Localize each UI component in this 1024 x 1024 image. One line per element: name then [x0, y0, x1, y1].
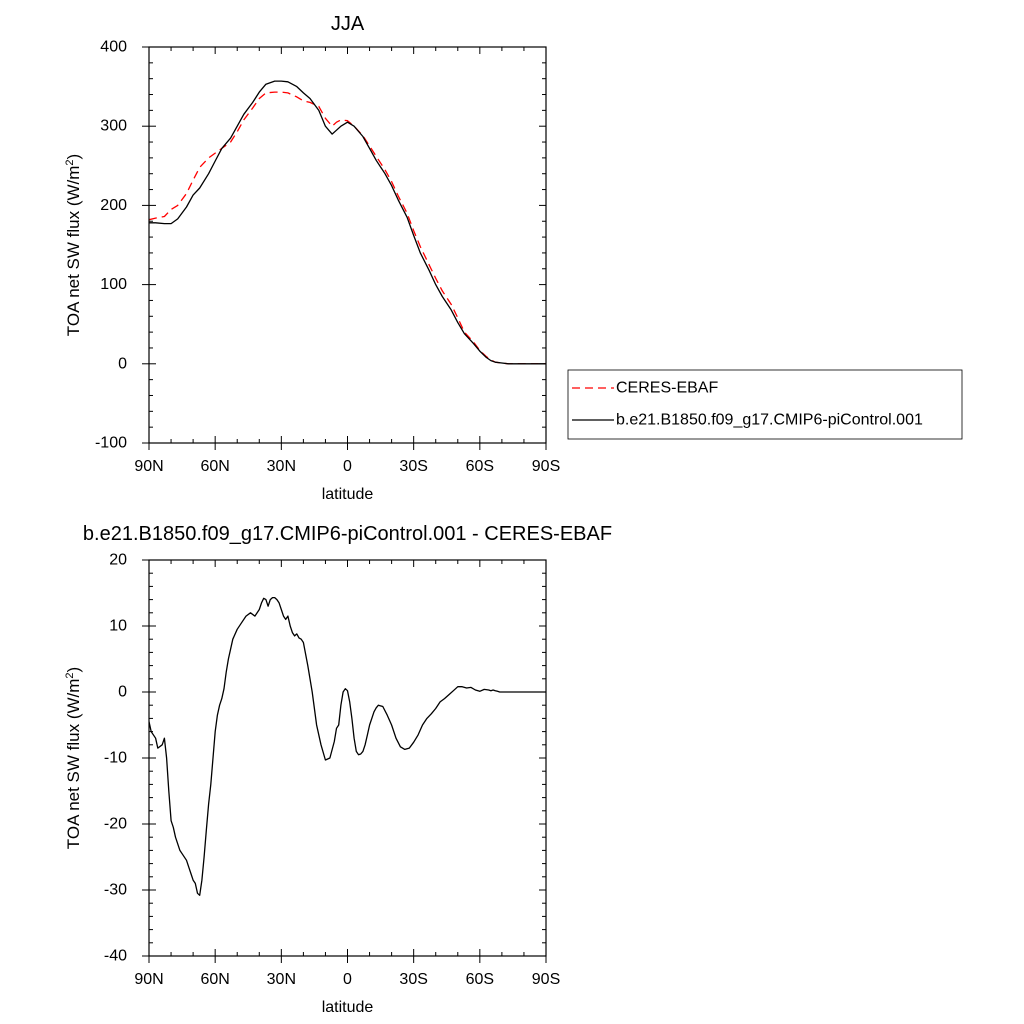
y-tick-label: -10: [104, 750, 127, 767]
y-axis-label: TOA net SW flux (W/m2): [64, 667, 83, 849]
y-tick-label: -30: [104, 882, 127, 899]
x-tick-label: 60S: [466, 971, 494, 988]
y-tick-label: 20: [109, 552, 127, 569]
legend-label-2: b.e21.B1850.f09_g17.CMIP6-piControl.001: [616, 412, 923, 429]
x-tick-label: 0: [343, 971, 352, 988]
chart-title: b.e21.B1850.f09_g17.CMIP6-piControl.001 …: [83, 523, 612, 545]
x-axis-label: latitude: [322, 486, 374, 503]
series-line-1: [149, 596, 546, 896]
y-tick-label: 200: [100, 197, 127, 214]
y-tick-label: -20: [104, 816, 127, 833]
x-tick-label: 60S: [466, 458, 494, 475]
x-tick-label: 90S: [532, 971, 560, 988]
x-tick-label: 30N: [267, 458, 296, 475]
x-tick-label: 90N: [134, 458, 163, 475]
x-tick-label: 90S: [532, 458, 560, 475]
x-tick-label: 30N: [267, 971, 296, 988]
chart-panel-2: b.e21.B1850.f09_g17.CMIP6-piControl.001 …: [64, 523, 612, 1016]
x-axis-label: latitude: [322, 999, 374, 1016]
x-tick-label: 60N: [200, 971, 229, 988]
legend-label-1: CERES-EBAF: [616, 380, 718, 397]
chart-title: JJA: [331, 13, 365, 35]
legend: CERES-EBAF b.e21.B1850.f09_g17.CMIP6-piCo…: [567, 369, 963, 440]
x-tick-label: 60N: [200, 458, 229, 475]
y-tick-label: 300: [100, 118, 127, 135]
x-tick-label: 0: [343, 458, 352, 475]
x-tick-label: 30S: [399, 971, 427, 988]
x-tick-label: 90N: [134, 971, 163, 988]
plot-frame: [148, 46, 547, 444]
x-tick-label: 30S: [399, 458, 427, 475]
y-tick-label: 100: [100, 276, 127, 293]
plot-frame: [148, 559, 547, 957]
chart-panel-1: JJA 90N 60N 30N 0 30S 60S 90S -100 0 100 200 300 400 l…: [64, 13, 963, 503]
series-line-1: [149, 91, 546, 365]
legend-box: [567, 369, 963, 440]
y-axis-label: TOA net SW flux (W/m2): [64, 154, 83, 336]
y-tick-label: 0: [118, 684, 127, 701]
y-tick-label: 0: [118, 355, 127, 372]
series-line-2: [149, 80, 546, 365]
y-tick-label: -40: [104, 948, 127, 965]
y-tick-label: 10: [109, 618, 127, 635]
y-tick-label: -100: [95, 435, 127, 452]
y-tick-label: 400: [100, 39, 127, 56]
